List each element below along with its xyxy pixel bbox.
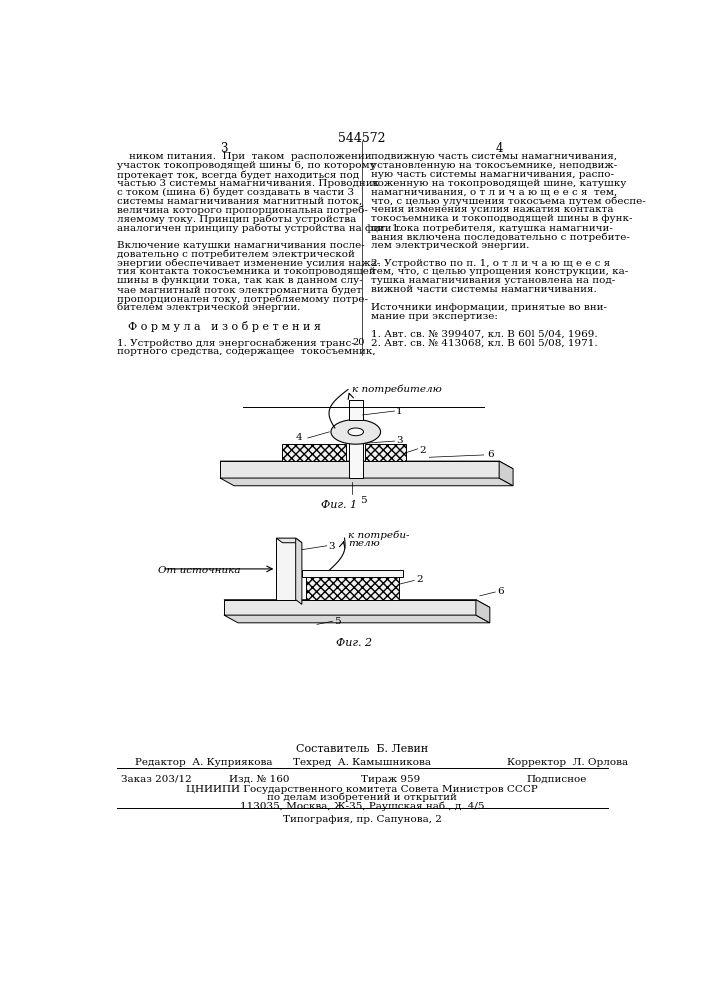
- Text: 1: 1: [396, 407, 403, 416]
- Text: протекает ток, всегда будет находиться под: протекает ток, всегда будет находиться п…: [117, 170, 359, 180]
- Text: тушка намагничивания установлена на под-: тушка намагничивания установлена на под-: [371, 276, 616, 285]
- Text: 2. Авт. св. № 413068, кл. В 60l 5/08, 1971.: 2. Авт. св. № 413068, кл. В 60l 5/08, 19…: [371, 338, 598, 347]
- Text: портного средства, содержащее  токосъемник,: портного средства, содержащее токосъемни…: [117, 347, 375, 356]
- Text: ции тока потребителя, катушка намагничи-: ции тока потребителя, катушка намагничи-: [371, 223, 613, 233]
- Polygon shape: [276, 538, 296, 600]
- Text: Редактор  А. Куприякова: Редактор А. Куприякова: [135, 758, 272, 767]
- Bar: [282, 444, 346, 461]
- Bar: [302, 570, 403, 577]
- Text: системы намагничивания магнитный поток,: системы намагничивания магнитный поток,: [117, 197, 362, 206]
- Text: 3: 3: [221, 142, 228, 155]
- Text: ляемому току. Принцип работы устройства: ляемому току. Принцип работы устройства: [117, 214, 356, 224]
- Text: 3: 3: [396, 436, 403, 445]
- Polygon shape: [224, 615, 490, 623]
- Bar: [365, 444, 406, 461]
- Text: 2: 2: [416, 575, 423, 584]
- Text: Типография, пр. Сапунова, 2: Типография, пр. Сапунова, 2: [283, 815, 441, 824]
- Text: чае магнитный поток электромагнита будет: чае магнитный поток электромагнита будет: [117, 285, 362, 295]
- Text: Изд. № 160: Изд. № 160: [228, 774, 289, 784]
- Text: Корректор  Л. Орлова: Корректор Л. Орлова: [507, 758, 628, 767]
- Text: 3: 3: [328, 542, 335, 551]
- Text: ную часть системы намагничивания, распо-: ную часть системы намагничивания, распо-: [371, 170, 614, 179]
- Text: 1. Устройство для энергоснабжения транс-: 1. Устройство для энергоснабжения транс-: [117, 338, 355, 348]
- Ellipse shape: [348, 428, 363, 436]
- Text: 113035, Москва, Ж-35, Раушская наб., д. 4/5: 113035, Москва, Ж-35, Раушская наб., д. …: [240, 801, 484, 811]
- Text: Техред  А. Камышникова: Техред А. Камышникова: [293, 758, 431, 767]
- Text: вижной части системы намагничивания.: вижной части системы намагничивания.: [371, 285, 597, 294]
- Text: Составитель  Б. Левин: Составитель Б. Левин: [296, 744, 428, 754]
- Text: Фиг. 2: Фиг. 2: [337, 638, 373, 648]
- Bar: [349, 400, 363, 420]
- Text: Заказ 203/12: Заказ 203/12: [121, 774, 192, 784]
- Polygon shape: [276, 538, 302, 543]
- Text: телю: телю: [349, 539, 380, 548]
- Bar: [349, 400, 363, 478]
- Text: 2: 2: [419, 446, 426, 455]
- Text: довательно с потребителем электрической: довательно с потребителем электрической: [117, 250, 355, 259]
- Text: с током (шина 6) будет создавать в части 3: с током (шина 6) будет создавать в части…: [117, 188, 354, 197]
- Text: по делам изобретений и открытий: по делам изобретений и открытий: [267, 793, 457, 802]
- Text: 2. Устройство по п. 1, о т л и ч а ю щ е е с я: 2. Устройство по п. 1, о т л и ч а ю щ е…: [371, 259, 611, 268]
- Text: 5: 5: [334, 617, 341, 626]
- Text: От источника: От источника: [158, 566, 240, 575]
- Text: тия контакта токосъемника и токопроводящей: тия контакта токосъемника и токопроводящ…: [117, 267, 376, 276]
- Polygon shape: [220, 461, 513, 469]
- Text: частью 3 системы намагничивания. Проводник: частью 3 системы намагничивания. Проводн…: [117, 179, 379, 188]
- Text: энергии обеспечивает изменение усилия нажа-: энергии обеспечивает изменение усилия на…: [117, 259, 380, 268]
- Polygon shape: [476, 600, 490, 623]
- Text: вания включена последовательно с потребите-: вания включена последовательно с потреби…: [371, 232, 630, 242]
- Text: бителем электрической энергии.: бителем электрической энергии.: [117, 303, 300, 312]
- Polygon shape: [220, 478, 513, 486]
- Text: 4: 4: [296, 433, 303, 442]
- Text: тем, что, с целью упрощения конструкции, ка-: тем, что, с целью упрощения конструкции,…: [371, 267, 629, 276]
- Text: Фиг. 1: Фиг. 1: [321, 500, 357, 510]
- Text: 20: 20: [353, 338, 365, 347]
- Text: пропорционален току, потребляемому потре-: пропорционален току, потребляемому потре…: [117, 294, 368, 304]
- Text: к потребителю: к потребителю: [352, 384, 442, 394]
- Text: подвижную часть системы намагничивания,: подвижную часть системы намагничивания,: [371, 152, 617, 161]
- Polygon shape: [220, 461, 499, 478]
- Text: установленную на токосъемнике, неподвиж-: установленную на токосъемнике, неподвиж-: [371, 161, 617, 170]
- Text: к потреби-: к потреби-: [349, 530, 410, 540]
- Text: 4: 4: [496, 142, 503, 155]
- Text: 6: 6: [497, 587, 503, 596]
- Text: 5: 5: [360, 496, 366, 505]
- Text: ложенную на токопроводящей шине, катушку: ложенную на токопроводящей шине, катушку: [371, 179, 626, 188]
- Text: ЦНИИПИ Государственного комитета Совета Министров СССР: ЦНИИПИ Государственного комитета Совета …: [186, 785, 538, 794]
- Text: токосъемника и токоподводящей шины в функ-: токосъемника и токоподводящей шины в фун…: [371, 214, 633, 223]
- Polygon shape: [296, 538, 302, 604]
- Text: 6: 6: [488, 450, 494, 459]
- Text: шины в функции тока, так как в данном слу-: шины в функции тока, так как в данном сл…: [117, 276, 363, 285]
- Text: лем электрической энергии.: лем электрической энергии.: [371, 241, 530, 250]
- Text: Тираж 959: Тираж 959: [361, 774, 420, 784]
- Text: чения изменения усилия нажатия контакта: чения изменения усилия нажатия контакта: [371, 205, 614, 214]
- Text: аналогичен принципу работы устройства на фиг. 1.: аналогичен принципу работы устройства на…: [117, 223, 402, 233]
- Text: 544572: 544572: [338, 132, 386, 145]
- Text: что, с целью улучшения токосъема путем обеспе-: что, с целью улучшения токосъема путем о…: [371, 197, 646, 206]
- Text: намагничивания, о т л и ч а ю щ е е с я  тем,: намагничивания, о т л и ч а ю щ е е с я …: [371, 188, 617, 197]
- Text: ником питания.  При  таком  расположении: ником питания. При таком расположении: [129, 152, 371, 161]
- Text: Подписное: Подписное: [526, 774, 587, 784]
- Text: мание при экспертизе:: мание при экспертизе:: [371, 312, 498, 321]
- Bar: [305, 577, 399, 600]
- Text: Ф о р м у л а   и з о б р е т е н и я: Ф о р м у л а и з о б р е т е н и я: [127, 321, 320, 332]
- Text: величина которого пропорциональна потреб-: величина которого пропорциональна потреб…: [117, 205, 368, 215]
- Polygon shape: [224, 600, 476, 615]
- Text: участок токопроводящей шины 6, по которому: участок токопроводящей шины 6, по которо…: [117, 161, 376, 170]
- Polygon shape: [499, 461, 513, 486]
- Text: Включение катушки намагничивания после-: Включение катушки намагничивания после-: [117, 241, 365, 250]
- Text: 1. Авт. св. № 399407, кл. В 60l 5/04, 1969.: 1. Авт. св. № 399407, кл. В 60l 5/04, 19…: [371, 329, 598, 338]
- Text: Источники информации, принятые во вни-: Источники информации, принятые во вни-: [371, 303, 607, 312]
- Ellipse shape: [331, 420, 380, 444]
- Polygon shape: [224, 600, 490, 607]
